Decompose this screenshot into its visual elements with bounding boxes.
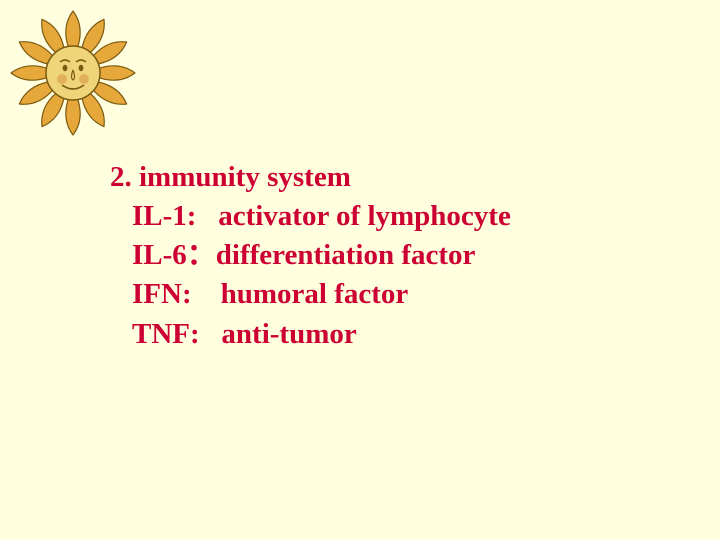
slide: 2. immunity system IL-1: activator of ly… [0,0,720,540]
item-key: IL-1: [132,197,218,236]
item-row: IFN: humoral factor [110,275,511,314]
item-list: IL-1: activator of lymphocyteIL-6：differ… [110,197,511,354]
item-key: IL-6： [132,236,216,275]
item-key: TNF: [132,315,221,354]
item-row: IL-6：differentiation factor [110,236,511,275]
item-value: anti-tumor [221,315,356,354]
item-value: differentiation factor [216,236,476,275]
item-value: humoral factor [221,275,409,314]
item-row: TNF: anti-tumor [110,315,511,354]
item-key: IFN: [132,275,221,314]
section-heading: 2. immunity system [110,158,511,197]
item-value: activator of lymphocyte [218,197,511,236]
item-row: IL-1: activator of lymphocyte [110,197,511,236]
content-block: 2. immunity system IL-1: activator of ly… [110,158,511,354]
sun-ornament-icon [8,8,138,138]
